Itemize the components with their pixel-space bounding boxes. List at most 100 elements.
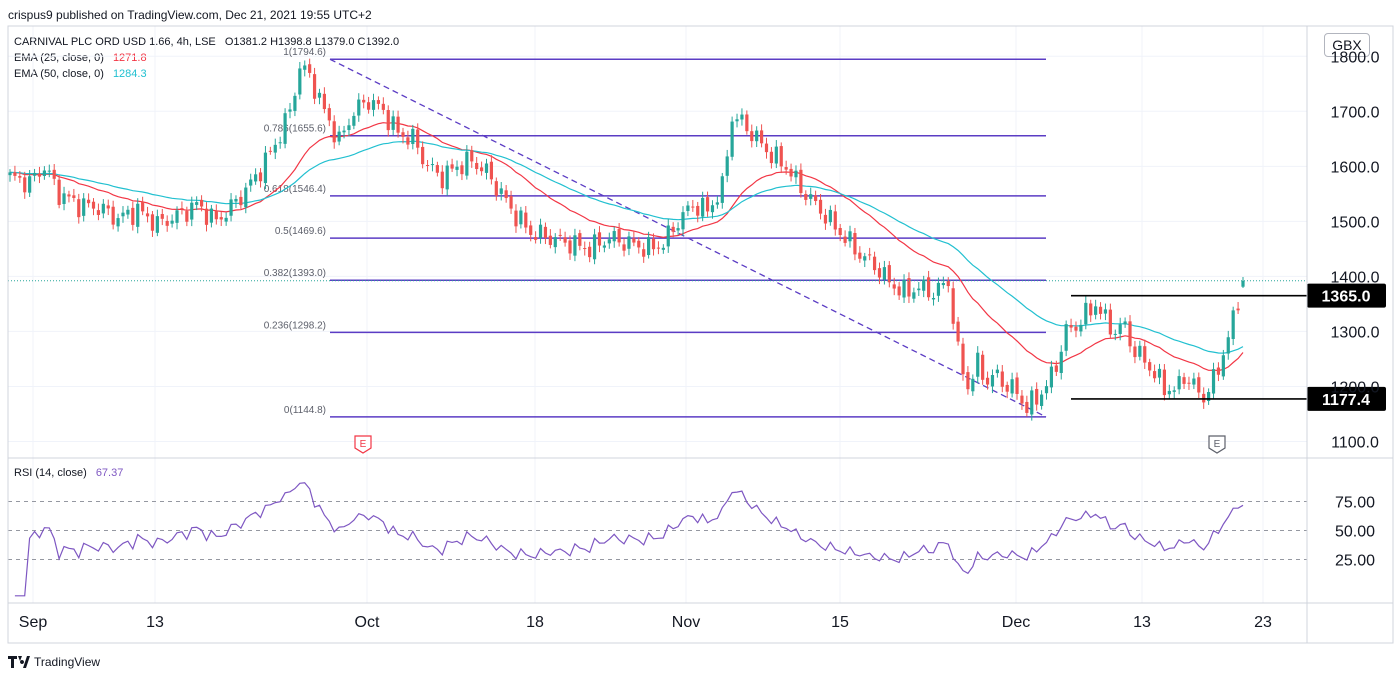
time-axis-label: Dec <box>1002 614 1030 631</box>
candle-body <box>907 278 911 297</box>
candle-body <box>592 234 597 260</box>
candle-body <box>1079 324 1083 332</box>
fibonacci-retracement[interactable]: 1(1794.6) 0.786(1655.6) 0.618(1546.4) 0.5(1… <box>264 47 1047 418</box>
candle-body <box>170 220 174 224</box>
candle-body <box>1211 369 1216 394</box>
candle-body <box>1010 379 1014 394</box>
candle-body <box>514 210 518 227</box>
candle-body <box>475 163 479 170</box>
candle-body <box>96 210 101 215</box>
candle-body <box>696 205 700 216</box>
candle-body <box>416 129 420 148</box>
candle-body <box>1039 394 1044 406</box>
candle-body <box>681 212 685 230</box>
candle-body <box>971 378 975 392</box>
candle-body <box>853 232 857 255</box>
candle-body <box>396 116 400 133</box>
candle-body <box>214 210 218 220</box>
candle-body <box>411 128 415 145</box>
candle-body <box>1192 378 1196 385</box>
candle-body <box>735 119 739 122</box>
drawings[interactable]: 1365.0 1177.4 E E <box>8 280 1386 454</box>
ema25-legend[interactable]: EMA (25, close, 0) 1271.8 <box>14 50 399 66</box>
candle-body <box>1113 333 1117 335</box>
candle-body <box>47 170 51 172</box>
candle-body <box>573 235 577 256</box>
candle-body <box>1059 351 1063 373</box>
candle-body <box>1197 377 1201 393</box>
time-axis[interactable]: Sep 13 Oct 18 Nov 15 Dec 13 23 <box>19 614 1272 631</box>
candle-body <box>774 146 778 164</box>
candle-body <box>67 194 71 197</box>
candle-body <box>1231 310 1235 340</box>
candle-body <box>470 150 474 162</box>
candle-body <box>823 214 828 224</box>
candle-body <box>828 209 832 223</box>
candle-body <box>347 125 351 131</box>
ema25-value: 1271.8 <box>112 52 147 64</box>
candle-body <box>705 197 710 212</box>
candle-body <box>892 284 896 289</box>
price-axis-label: 1700.0 <box>1331 104 1380 121</box>
fib-level-label: 0.786(1655.6) <box>264 124 326 135</box>
candle-body <box>946 280 950 287</box>
ohlc-values: O1381.2 H1398.8 L1379.0 C1392.0 <box>224 36 400 48</box>
candle-body <box>1187 382 1191 384</box>
candle-body <box>759 130 764 144</box>
candle-body <box>460 165 464 175</box>
candle-body <box>607 239 611 244</box>
rsi-value: 67.37 <box>95 467 124 479</box>
candle-body <box>175 210 179 223</box>
time-axis-label: Nov <box>672 614 700 631</box>
ema50-label: EMA (50, close, 0) <box>14 68 104 80</box>
candle-body <box>1005 384 1009 392</box>
time-axis-label: 23 <box>1254 614 1272 631</box>
earnings-marker-icon[interactable]: E <box>1208 435 1226 454</box>
candle-body <box>224 217 228 222</box>
currency-button[interactable]: GBX <box>1324 33 1370 57</box>
candle-body <box>858 252 862 259</box>
candle-body <box>666 225 670 247</box>
candle-body <box>676 228 680 231</box>
rsi-legend[interactable]: RSI (14, close) 67.37 <box>14 467 123 479</box>
candle-body <box>1025 401 1029 413</box>
time-axis-label: 15 <box>831 614 849 631</box>
candle-body <box>848 231 852 242</box>
footer-brand-text: TradingView <box>34 655 101 669</box>
ema-lines <box>9 122 1244 372</box>
candle-body <box>258 172 263 182</box>
price-axis-label: 1300.0 <box>1331 324 1380 341</box>
time-axis-label: Oct <box>355 614 380 631</box>
earnings-marker-icon[interactable]: E <box>354 435 372 454</box>
candle-body <box>131 207 135 225</box>
candle-body <box>190 202 194 220</box>
candle-body <box>367 102 371 110</box>
candle-body <box>268 150 272 152</box>
rsi-axis-label: 75.00 <box>1335 495 1375 512</box>
price-axis[interactable]: 1800.0 1700.0 1600.0 1500.0 1400.0 1300.0 1200… <box>1331 49 1380 451</box>
candle-body <box>145 213 150 217</box>
candle-body <box>494 181 498 196</box>
candle-body <box>1143 346 1147 363</box>
candle-body <box>553 237 557 248</box>
candle-body <box>1098 306 1103 314</box>
candle-body <box>966 372 970 390</box>
candle-body <box>72 195 76 198</box>
candle-body <box>833 211 837 230</box>
candle-body <box>1015 377 1019 394</box>
candle-body <box>62 193 66 204</box>
candle-body <box>106 205 110 209</box>
candle-body <box>897 286 901 296</box>
candle-body <box>155 216 159 233</box>
candle-body <box>121 212 125 217</box>
candle-body <box>91 201 96 209</box>
candle-body <box>715 202 719 205</box>
ema25-line <box>9 122 1244 372</box>
candle-body <box>931 297 936 300</box>
candle-body <box>745 114 749 132</box>
earnings-marker-glyph: E <box>1214 439 1221 450</box>
symbol-label[interactable]: CARNIVAL PLC ORD USD 1.66, 4h, LSE <box>14 36 216 48</box>
ema50-legend[interactable]: EMA (50, close, 0) 1284.3 <box>14 66 399 82</box>
candle-body <box>425 165 430 167</box>
